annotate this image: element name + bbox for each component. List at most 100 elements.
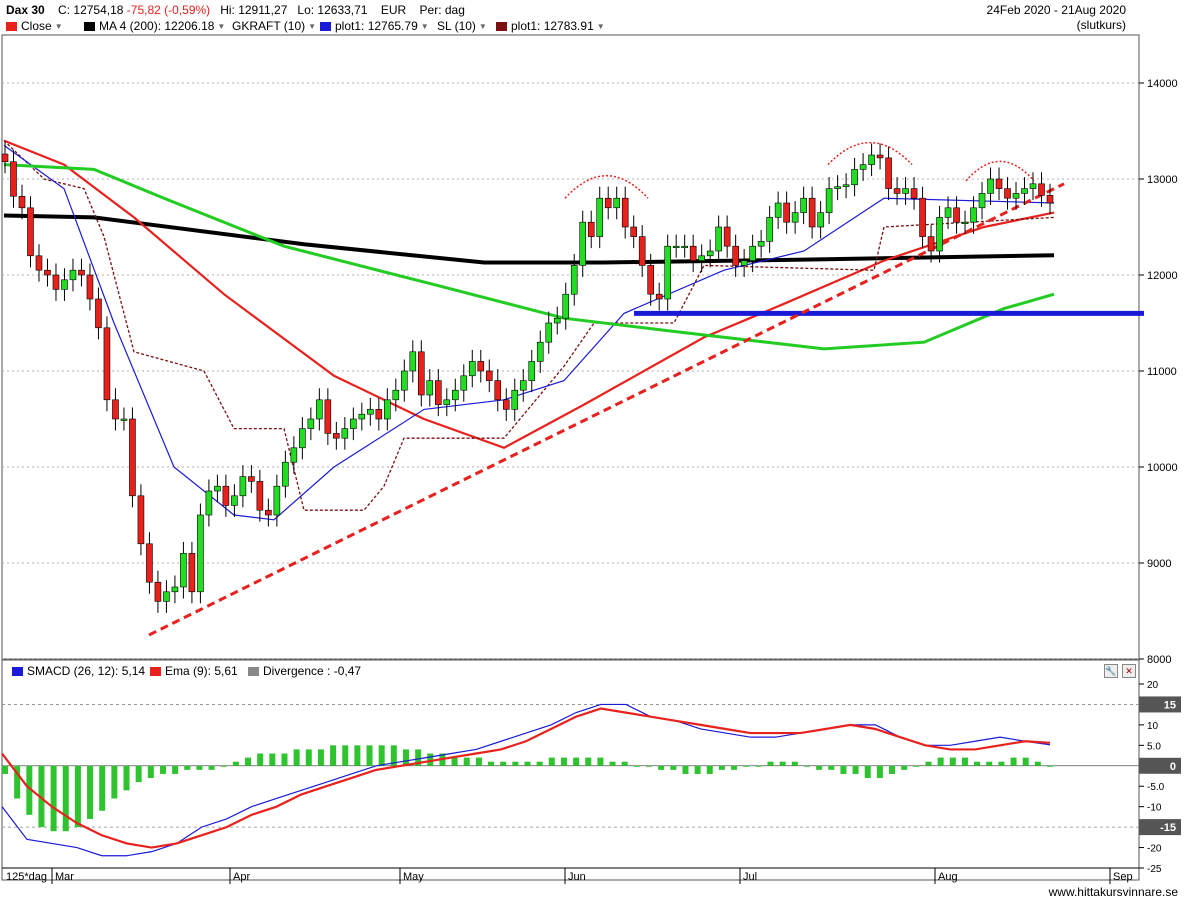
candle-body: [1, 153, 9, 163]
divergence-bar: [342, 745, 349, 766]
candle-body: [197, 514, 204, 593]
series-close: [3, 139, 1055, 450]
candle-body: [231, 495, 238, 506]
legend-plot1-blue[interactable]: plot1: 12765.79 ▼: [320, 18, 429, 34]
candle-body: [222, 485, 230, 506]
divergence-bar: [1022, 757, 1029, 766]
candle-body: [205, 490, 213, 516]
x-tick-label: Apr: [233, 871, 250, 883]
indicator-grid: [2, 704, 1139, 828]
candle-body: [146, 543, 153, 583]
y-tick-label: 10000: [1147, 462, 1178, 474]
y-tick-label: 5.0: [1147, 741, 1161, 752]
candle-body: [613, 197, 621, 209]
candle-body: [970, 207, 977, 223]
candle-body: [78, 269, 85, 276]
divergence-bar: [573, 757, 580, 766]
candle-body: [783, 202, 790, 223]
candle-body: [791, 212, 799, 223]
y-tick-label: -10: [1147, 803, 1162, 814]
close-icon[interactable]: ✕: [1122, 664, 1136, 678]
dropdown-icon[interactable]: ▼: [54, 22, 63, 31]
candle-body: [52, 274, 60, 290]
legend-ma[interactable]: MA 4 (200): 12206.18 ▼: [84, 18, 225, 34]
legend-sl[interactable]: SL (10) ▼: [437, 18, 487, 34]
dropdown-icon[interactable]: ▼: [596, 22, 605, 31]
divergence-bar: [621, 761, 628, 766]
pattern-arc: [965, 160, 1035, 182]
candle-body: [129, 418, 136, 497]
legend-smacd[interactable]: SMACD (26, 12): 5,14: [12, 663, 145, 679]
divergence-bar: [378, 745, 385, 766]
legend-label: Ema (9): 5,61: [165, 664, 238, 678]
y-tick-label: 11000: [1147, 366, 1177, 378]
legend-label: Divergence : -0,47: [263, 664, 362, 678]
candle-body: [757, 241, 765, 247]
divergence-bar: [852, 765, 859, 774]
candle-body: [545, 322, 553, 343]
candle-body: [519, 380, 527, 391]
candle-body: [834, 186, 841, 189]
candle-body: [265, 509, 272, 516]
legend-close[interactable]: Close ▼: [6, 18, 63, 34]
dropdown-icon[interactable]: ▼: [217, 22, 226, 31]
legend-plot1-dark[interactable]: plot1: 12783.91 ▼: [496, 18, 605, 34]
series-sl: [3, 140, 1055, 511]
divergence-bar: [317, 749, 324, 766]
divergence-bar: [402, 749, 409, 766]
candle-body: [239, 476, 247, 497]
divergence-bar: [2, 765, 8, 774]
candle-body: [290, 447, 298, 463]
x-tick-label: Aug: [938, 871, 958, 883]
divergence-bar: [74, 765, 81, 828]
candle-body: [953, 207, 960, 223]
divergence-bar: [913, 765, 920, 767]
candle-body: [1004, 188, 1011, 199]
divergence-bar: [366, 745, 373, 766]
candle-body: [570, 265, 578, 295]
candle-body: [740, 260, 748, 266]
divergence-bar: [597, 757, 604, 766]
period-label: Per:: [419, 3, 442, 17]
divergence-bar: [864, 765, 871, 779]
price-y-axis: 8000 9000 10000 11000 12000 13000 14000: [1139, 78, 1178, 666]
candle-body: [103, 327, 111, 401]
series-smacd: [1, 703, 1051, 857]
plot1b-swatch: [496, 22, 507, 31]
divergence-bar: [670, 765, 677, 770]
divergence-bar: [62, 765, 69, 832]
candle-body: [477, 361, 485, 372]
legend-label: plot1: 12783.91: [511, 19, 594, 33]
divergence-histogram: [2, 745, 1053, 832]
divergence-bar: [184, 765, 191, 770]
candle-body: [426, 380, 434, 396]
divergence-bar: [803, 765, 810, 767]
candle-body: [927, 236, 935, 252]
wrench-icon[interactable]: 🔧: [1104, 664, 1118, 678]
divergence-bar: [889, 765, 896, 774]
y-highlight-box: [1139, 757, 1181, 774]
candle-body: [859, 164, 867, 170]
legend-divergence[interactable]: Divergence : -0,47: [248, 663, 361, 679]
candle-body: [732, 245, 739, 266]
series-plot1:: [3, 144, 1055, 521]
legend-label: Close: [21, 19, 52, 33]
candle-body: [528, 361, 536, 381]
legend-gkraft[interactable]: GKRAFT (10) ▼: [232, 18, 316, 34]
dropdown-icon[interactable]: ▼: [308, 22, 317, 31]
divergence-bar: [548, 757, 555, 766]
candle-body: [44, 269, 51, 276]
x-tick-label: Jul: [743, 871, 757, 883]
candle-body: [180, 553, 187, 588]
candle-body: [723, 226, 731, 247]
divergence-bar: [172, 765, 179, 774]
legend-ema[interactable]: Ema (9): 5,61: [150, 663, 238, 679]
series-ema: [1, 707, 1051, 849]
candle-body: [502, 399, 510, 410]
candle-body: [893, 188, 901, 194]
dropdown-icon[interactable]: ▼: [478, 22, 487, 31]
candle-body: [418, 351, 425, 396]
candle-body: [698, 255, 705, 261]
dropdown-icon[interactable]: ▼: [420, 22, 429, 31]
y-tick-label: -15: [1160, 822, 1176, 834]
